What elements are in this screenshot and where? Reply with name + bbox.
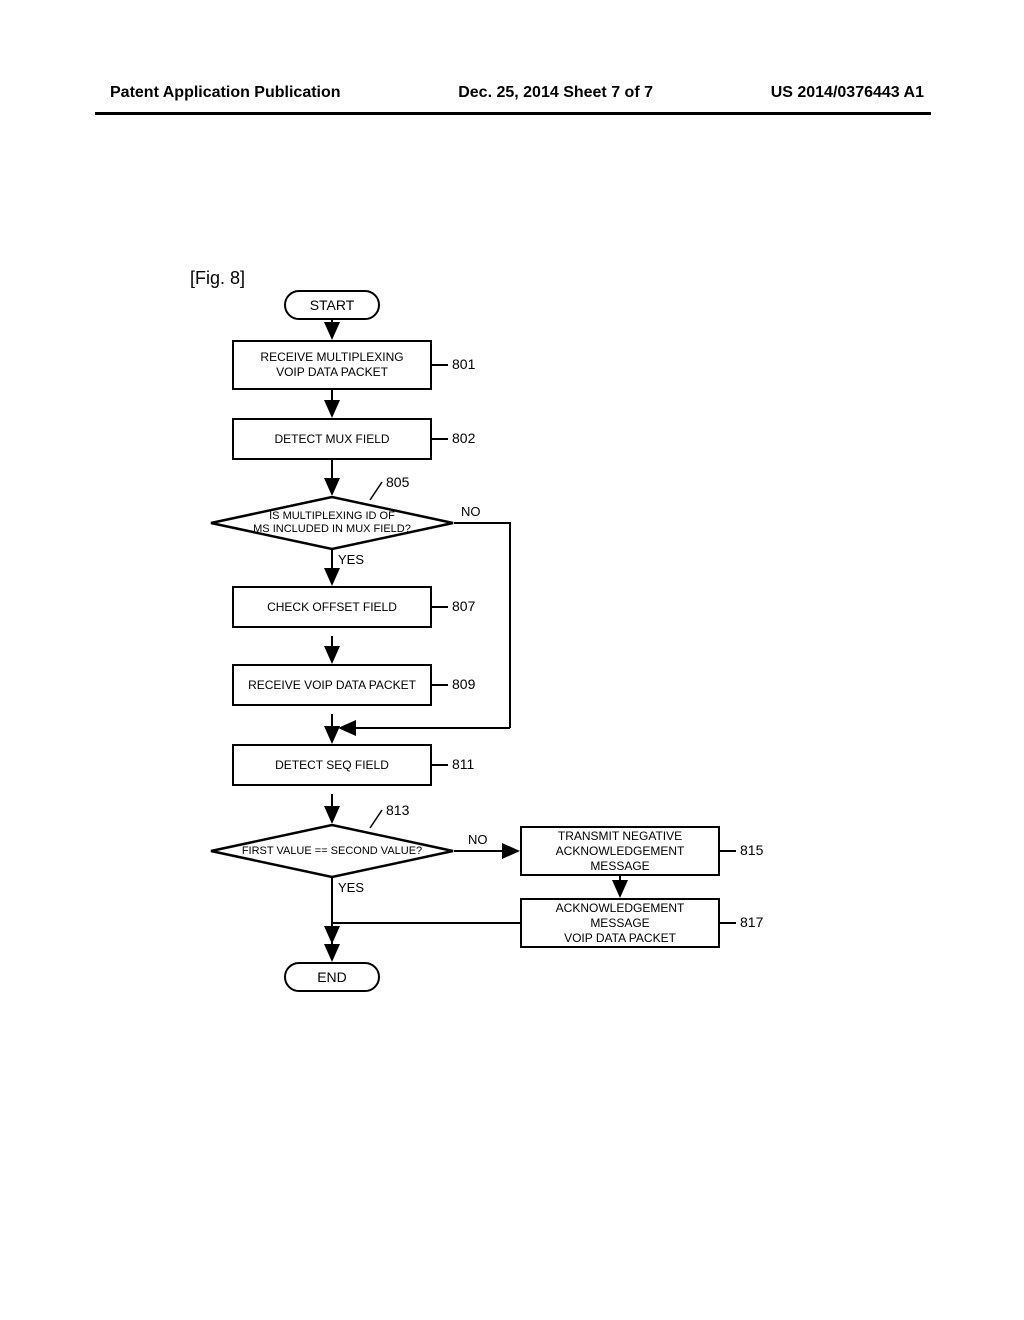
node-815-label: TRANSMIT NEGATIVE ACKNOWLEDGEMENT MESSAG… xyxy=(526,829,714,874)
ref-802: 802 xyxy=(452,430,475,446)
branch-805-no: NO xyxy=(461,504,481,519)
ref-tick-801 xyxy=(432,364,448,366)
node-807-label: CHECK OFFSET FIELD xyxy=(267,600,397,615)
node-813-label: FIRST VALUE == SECOND VALUE? xyxy=(242,845,422,858)
node-807: CHECK OFFSET FIELD xyxy=(232,586,432,628)
header-rule xyxy=(95,112,931,115)
node-805-label: IS MULTIPLEXING ID OF MS INCLUDED IN MUX… xyxy=(253,510,411,535)
ref-tick-817 xyxy=(720,922,736,924)
ref-817: 817 xyxy=(740,914,763,930)
node-815: TRANSMIT NEGATIVE ACKNOWLEDGEMENT MESSAG… xyxy=(520,826,720,876)
node-start: START xyxy=(284,290,380,320)
header-right: US 2014/0376443 A1 xyxy=(771,84,924,102)
node-end-label: END xyxy=(317,969,347,985)
node-811-label: DETECT SEQ FIELD xyxy=(275,758,389,773)
ref-805: 805 xyxy=(386,474,409,490)
node-817-label: ACKNOWLEDGEMENT MESSAGE VOIP DATA PACKET xyxy=(526,901,714,946)
branch-813-yes: YES xyxy=(338,880,364,895)
branch-813-no: NO xyxy=(468,832,488,847)
header-center: Dec. 25, 2014 Sheet 7 of 7 xyxy=(458,84,653,102)
page-header: Patent Application Publication Dec. 25, … xyxy=(0,84,1024,110)
connectors xyxy=(190,290,830,1010)
ref-tick-802 xyxy=(432,438,448,440)
ref-813: 813 xyxy=(386,802,409,818)
node-809: RECEIVE VOIP DATA PACKET xyxy=(232,664,432,706)
ref-tick-807 xyxy=(432,606,448,608)
ref-809: 809 xyxy=(452,676,475,692)
ref-815: 815 xyxy=(740,842,763,858)
flowchart-fig8: START RECEIVE MULTIPLEXING VOIP DATA PAC… xyxy=(190,290,830,1010)
ref-tick-811 xyxy=(432,764,448,766)
node-start-label: START xyxy=(310,297,355,313)
node-802: DETECT MUX FIELD xyxy=(232,418,432,460)
ref-807: 807 xyxy=(452,598,475,614)
branch-805-yes: YES xyxy=(338,552,364,567)
node-809-label: RECEIVE VOIP DATA PACKET xyxy=(248,678,416,693)
node-811: DETECT SEQ FIELD xyxy=(232,744,432,786)
figure-label: [Fig. 8] xyxy=(190,268,245,289)
ref-tick-809 xyxy=(432,684,448,686)
node-802-label: DETECT MUX FIELD xyxy=(274,432,389,447)
node-805: IS MULTIPLEXING ID OF MS INCLUDED IN MUX… xyxy=(210,496,454,550)
node-801: RECEIVE MULTIPLEXING VOIP DATA PACKET xyxy=(232,340,432,390)
ref-811: 811 xyxy=(452,756,474,772)
ref-tick-815 xyxy=(720,850,736,852)
ref-801: 801 xyxy=(452,356,475,372)
node-end: END xyxy=(284,962,380,992)
node-817: ACKNOWLEDGEMENT MESSAGE VOIP DATA PACKET xyxy=(520,898,720,948)
header-left: Patent Application Publication xyxy=(110,84,341,102)
node-813: FIRST VALUE == SECOND VALUE? xyxy=(210,824,454,878)
node-801-label: RECEIVE MULTIPLEXING VOIP DATA PACKET xyxy=(260,350,403,380)
